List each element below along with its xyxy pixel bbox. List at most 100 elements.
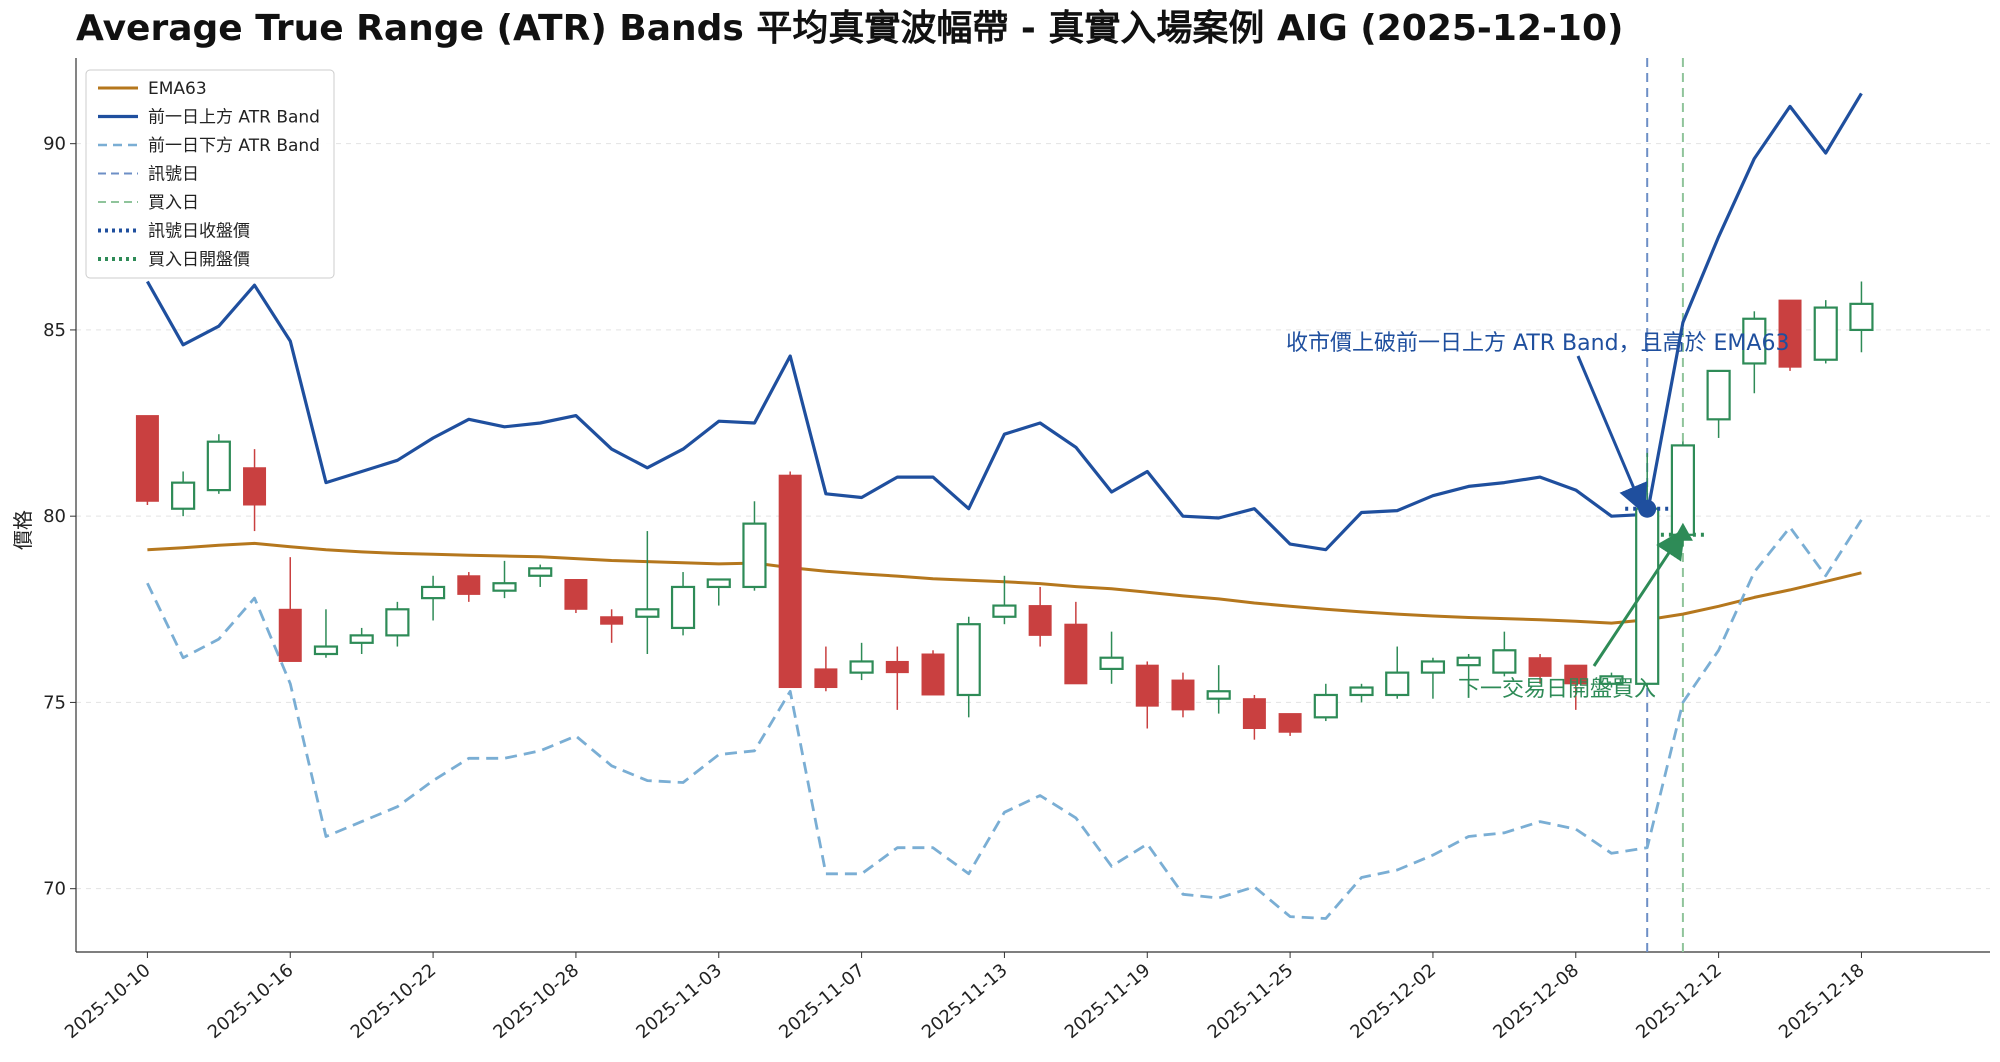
candle-body-up [1313, 693, 1338, 719]
candlestick [1385, 646, 1410, 699]
legend-label: 前一日上方 ATR Band [148, 108, 320, 128]
candlestick [1849, 281, 1874, 353]
candlestick [600, 609, 624, 643]
candlestick [1171, 672, 1195, 718]
buy-annotation-arrow [1592, 528, 1686, 667]
candlestick [742, 501, 767, 591]
legend-signal-close: 訊號日收盤價 [98, 222, 250, 242]
candle-body-up [171, 481, 196, 510]
candlestick [1706, 369, 1731, 438]
candle-body-down [921, 653, 945, 696]
candle-body-down [1171, 679, 1195, 711]
candlestick [1099, 631, 1124, 684]
candlestick [1528, 654, 1552, 684]
candle-body-up [849, 660, 874, 674]
x-tick-label: 2025-10-10 [61, 960, 155, 1043]
candle-body-up [1849, 302, 1874, 332]
legend-lower-band: 前一日下方 ATR Band [98, 136, 320, 156]
legend-label: EMA63 [148, 79, 207, 99]
candle-body-up [956, 623, 981, 697]
candle-body-up [1706, 369, 1731, 421]
candlestick [528, 564, 553, 587]
candle-body-up [1492, 649, 1517, 674]
candlestick [885, 646, 909, 710]
candlestick [956, 616, 981, 718]
candlestick [1313, 683, 1338, 722]
candle-body-up [1813, 306, 1838, 361]
candlestick [1028, 586, 1052, 647]
candlestick [1349, 683, 1374, 703]
candle-body-down [1242, 698, 1266, 730]
y-tick-label: 70 [43, 879, 66, 900]
candle-body-up [1670, 444, 1696, 536]
candle-body-up [528, 567, 553, 577]
x-tick-label: 2025-10-28 [490, 960, 584, 1043]
x-tick-label: 2025-11-13 [918, 960, 1012, 1043]
candlestick [171, 471, 196, 517]
candlestick [1278, 713, 1302, 736]
candle-body-up [1349, 686, 1374, 697]
candle-body-down [243, 467, 267, 506]
candlestick [1456, 654, 1481, 684]
candle-body-down [278, 608, 302, 662]
candle-body-up [1099, 656, 1124, 670]
candle-body-up [742, 522, 767, 589]
candlestick [135, 415, 159, 505]
signal-annotation-arrow [1576, 355, 1648, 515]
candlestick [992, 575, 1017, 625]
x-tick-label: 2025-11-07 [775, 960, 869, 1043]
candle-body-up [635, 608, 660, 618]
x-tick-label: 2025-12-12 [1632, 960, 1726, 1043]
candlestick [313, 609, 339, 658]
y-axis-label: 價格 [11, 510, 35, 550]
candle-body-up [313, 645, 339, 656]
x-tick-label: 2025-12-02 [1347, 960, 1441, 1043]
candlestick [1206, 665, 1231, 714]
candle-body-up [492, 582, 517, 592]
x-tick-label: 2025-12-08 [1489, 960, 1583, 1043]
candle-body-down [1135, 664, 1159, 707]
candlestick [670, 572, 696, 636]
candle-body-up [349, 634, 374, 644]
legend-buy-open: 買入日開盤價 [98, 250, 250, 270]
candlestick [849, 642, 874, 681]
buy-open-triangle [1672, 522, 1693, 541]
buy-annotation-text: 下一交易日開盤買入 [1458, 677, 1656, 702]
candle-body-up [706, 578, 731, 589]
candlestick [921, 650, 945, 696]
y-tick-label: 90 [43, 134, 66, 155]
candle-body-up [385, 608, 410, 637]
candle-body-up [1742, 317, 1767, 365]
y-tick-label: 85 [43, 320, 66, 341]
signal-close-dot [1638, 499, 1657, 518]
candlestick [1564, 664, 1588, 710]
legend-label: 訊號日 [148, 165, 199, 185]
candlestick [1778, 299, 1802, 371]
lower-atr-band-line [146, 519, 1863, 920]
x-tick-label: 2025-10-22 [347, 960, 441, 1043]
grid-lines [76, 143, 1990, 890]
legend-upper-band: 前一日上方 ATR Band [98, 108, 320, 128]
candlestick [420, 575, 446, 621]
candle-body-down [1278, 713, 1302, 733]
legend: EMA63 前一日上方 ATR Band 前一日下方 ATR Band 訊號日買入日訊… [85, 69, 335, 279]
candlestick [492, 560, 517, 599]
legend-label: 買入日 [148, 193, 199, 213]
candlestick [778, 471, 802, 689]
candlestick [1635, 452, 1660, 688]
candle-body-down [885, 660, 909, 674]
annotations: 收市價上破前一日上方 ATR Band，且高於 EMA63 下一交易日開盤買入 [1286, 331, 1789, 702]
candle-body-down [564, 579, 588, 610]
series-layer [146, 58, 1863, 952]
candlestick [1135, 661, 1159, 729]
x-tick-label: 2025-11-03 [632, 960, 726, 1043]
candlestick [1420, 657, 1446, 699]
candlestick [1599, 672, 1624, 688]
candlestick [1813, 300, 1838, 364]
candlestick [349, 627, 374, 654]
candlestick [564, 579, 588, 614]
legend-label: 訊號日收盤價 [148, 222, 250, 242]
candlestick [243, 449, 267, 532]
candle-body-down [600, 616, 624, 625]
candle-body-down [778, 474, 802, 689]
